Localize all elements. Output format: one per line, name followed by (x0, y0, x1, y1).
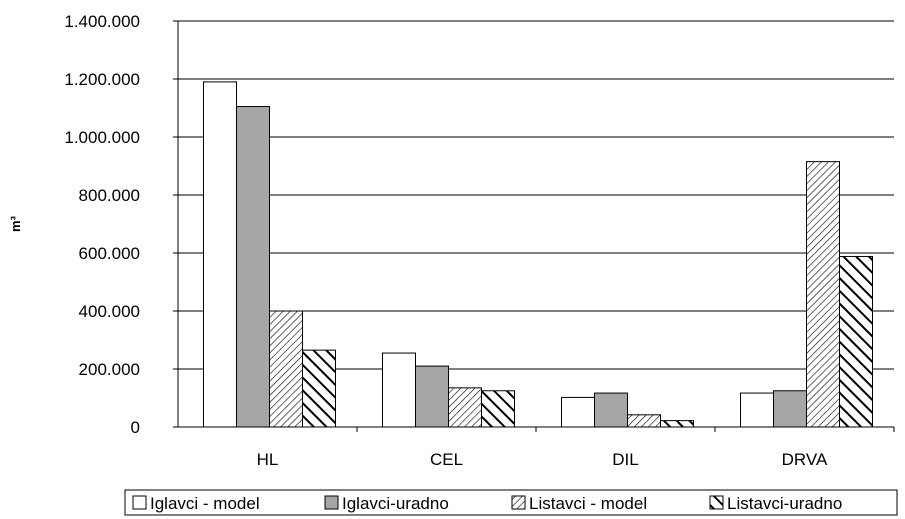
axis-labels: 0 200.000 400.000 600.000 800.000 1.000.000 1.… (8, 12, 828, 469)
bar-drva-0 (740, 392, 774, 428)
legend-entry: Listavci - model (529, 494, 647, 513)
y-tick-label: 1.400.000 (64, 12, 140, 31)
bar-hl-3 (302, 349, 336, 428)
x-category-label: DRVA (782, 450, 828, 469)
legend-swatch (709, 495, 724, 510)
bar-hl-1 (236, 106, 270, 428)
legend-entry: Iglavci - model (150, 494, 260, 513)
bar-cel-0 (382, 352, 416, 428)
bar-hl-2 (269, 310, 303, 428)
y-tick-label: 200.000 (79, 360, 140, 379)
bar-dil-0 (561, 396, 595, 428)
x-category-label: HL (257, 450, 279, 469)
legend: Iglavci - model Iglavci-uradno Listavci - … (124, 489, 898, 516)
y-tick-label: 1.000.000 (64, 128, 140, 147)
legend-swatch (132, 495, 147, 510)
y-axis-label: m³ (8, 215, 23, 232)
bar-drva-2 (806, 161, 840, 428)
y-tick-label: 0 (131, 418, 140, 437)
legend-entry: Iglavci-uradno (342, 494, 449, 513)
legend-swatch (324, 495, 339, 510)
bar-dil-2 (627, 414, 661, 428)
bar-drva-3 (839, 255, 873, 428)
bar-cel-1 (415, 365, 449, 428)
y-tick-label: 800.000 (79, 186, 140, 205)
legend-box (124, 489, 898, 516)
y-tick-label: 600.000 (79, 244, 140, 263)
bar-dil-1 (594, 392, 628, 428)
bars (203, 81, 873, 428)
y-tick-label: 400.000 (79, 302, 140, 321)
bar-drva-1 (773, 390, 807, 428)
legend-entry: Listavci-uradno (727, 494, 842, 513)
bar-dil-3 (660, 420, 694, 428)
bar-cel-3 (481, 390, 515, 428)
x-category-label: DIL (612, 450, 638, 469)
x-category-label: CEL (430, 450, 463, 469)
legend-swatch (511, 495, 526, 510)
bar-hl-0 (203, 81, 237, 428)
y-tick-label: 1.200.000 (64, 70, 140, 89)
bar-cel-2 (448, 387, 482, 428)
